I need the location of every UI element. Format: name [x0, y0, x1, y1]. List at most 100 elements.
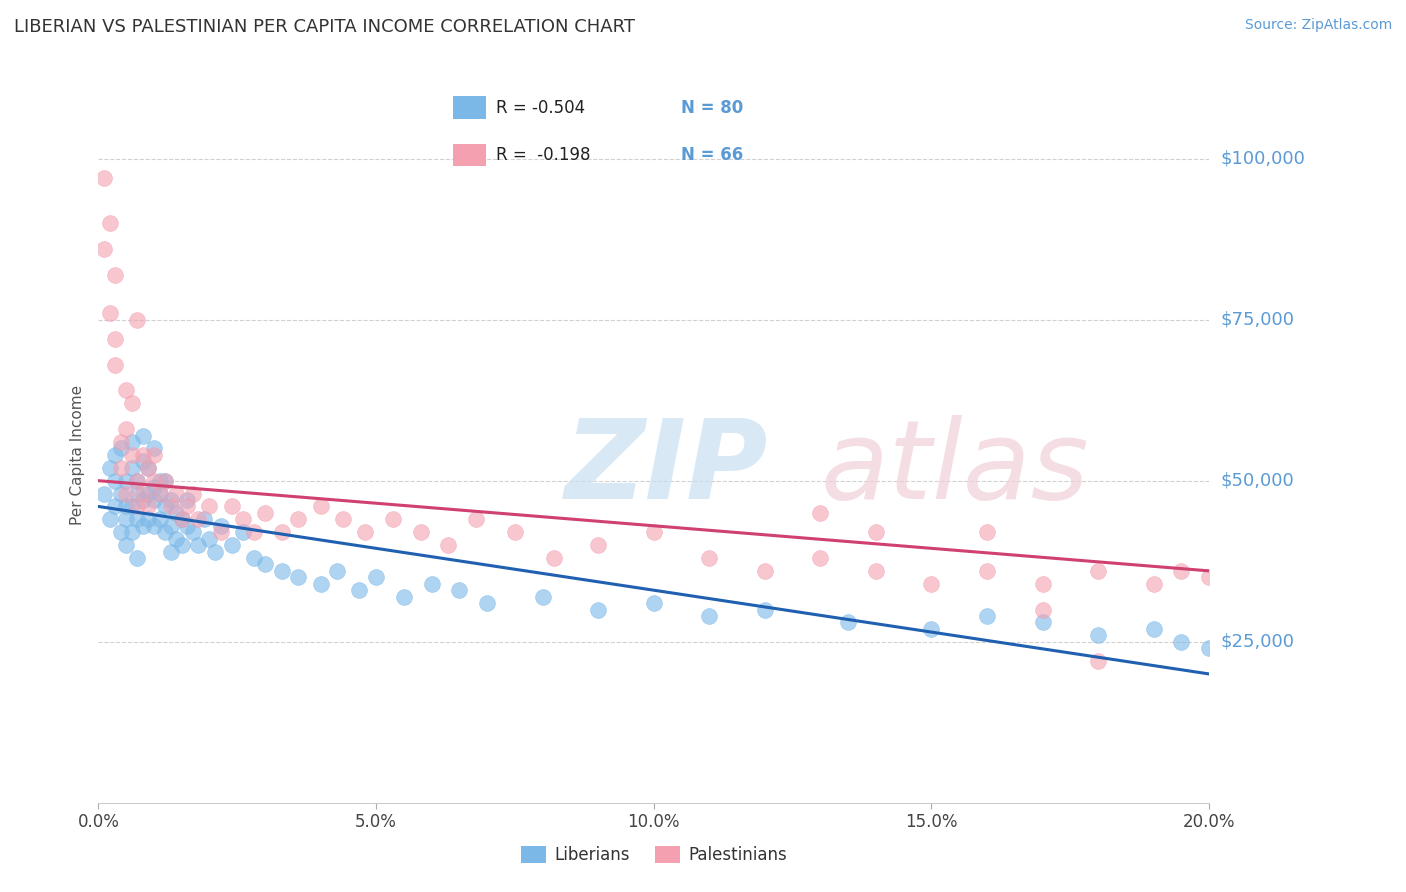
Point	[121, 435, 143, 450]
Point	[159, 544, 181, 558]
Point	[392, 590, 415, 604]
Point	[865, 525, 887, 540]
Point	[153, 500, 176, 514]
Point	[643, 596, 665, 610]
Point	[132, 448, 155, 462]
Point	[221, 500, 243, 514]
Point	[588, 602, 610, 616]
Point	[127, 486, 149, 500]
Point	[170, 512, 193, 526]
Point	[1143, 622, 1166, 636]
Bar	[453, 144, 486, 166]
Point	[138, 512, 160, 526]
Point	[1032, 615, 1054, 630]
Point	[127, 500, 149, 514]
Point	[543, 551, 565, 566]
Text: R =  -0.198: R = -0.198	[496, 145, 591, 164]
Point	[253, 558, 276, 572]
Point	[159, 518, 181, 533]
Point	[287, 570, 309, 584]
Text: R = -0.504: R = -0.504	[496, 99, 585, 117]
Point	[332, 512, 354, 526]
Point	[127, 512, 149, 526]
Point	[159, 500, 181, 514]
Point	[176, 493, 198, 508]
Point	[754, 602, 776, 616]
Point	[104, 268, 127, 282]
Point	[287, 512, 309, 526]
Point	[232, 512, 254, 526]
Point	[121, 448, 143, 462]
Text: $25,000: $25,000	[1220, 632, 1295, 651]
Point	[204, 544, 226, 558]
Point	[754, 564, 776, 578]
Point	[138, 500, 160, 514]
Y-axis label: Per Capita Income: Per Capita Income	[69, 384, 84, 525]
Bar	[453, 96, 486, 119]
Point	[243, 551, 266, 566]
Point	[148, 486, 170, 500]
Point	[127, 551, 149, 566]
Point	[93, 486, 115, 500]
Point	[143, 448, 166, 462]
Point	[121, 525, 143, 540]
Point	[232, 525, 254, 540]
Point	[221, 538, 243, 552]
Point	[115, 422, 138, 436]
Point	[176, 500, 198, 514]
Point	[588, 538, 610, 552]
Point	[98, 306, 121, 320]
Point	[1032, 602, 1054, 616]
Point	[976, 609, 998, 624]
Point	[127, 474, 149, 488]
Text: $50,000: $50,000	[1220, 472, 1294, 490]
Point	[98, 216, 121, 230]
Point	[243, 525, 266, 540]
Point	[270, 564, 292, 578]
Point	[104, 332, 127, 346]
Point	[198, 500, 221, 514]
Point	[148, 474, 170, 488]
Point	[104, 358, 127, 372]
Point	[132, 493, 155, 508]
Point	[209, 518, 232, 533]
Point	[381, 512, 404, 526]
Point	[104, 500, 127, 514]
Point	[1087, 654, 1109, 668]
Point	[159, 493, 181, 508]
Point	[138, 460, 160, 475]
Text: $100,000: $100,000	[1220, 150, 1305, 168]
Point	[153, 525, 176, 540]
Point	[531, 590, 554, 604]
Point	[465, 512, 488, 526]
Point	[309, 500, 332, 514]
Point	[209, 525, 232, 540]
Point	[976, 564, 998, 578]
Point	[153, 474, 176, 488]
Point	[354, 525, 377, 540]
Point	[165, 532, 187, 546]
Point	[1143, 576, 1166, 591]
Point	[1087, 564, 1109, 578]
Point	[920, 622, 942, 636]
Text: N = 66: N = 66	[681, 145, 742, 164]
Point	[110, 435, 132, 450]
Point	[409, 525, 432, 540]
Point	[366, 570, 388, 584]
Point	[449, 583, 471, 598]
Point	[110, 525, 132, 540]
Point	[104, 448, 127, 462]
Point	[143, 442, 166, 456]
Point	[865, 564, 887, 578]
Point	[1198, 641, 1220, 656]
Point	[1170, 634, 1192, 648]
Point	[643, 525, 665, 540]
Point	[148, 486, 170, 500]
Point	[1198, 570, 1220, 584]
Point	[170, 538, 193, 552]
Text: N = 80: N = 80	[681, 99, 742, 117]
Point	[138, 486, 160, 500]
Point	[148, 512, 170, 526]
Point	[132, 486, 155, 500]
Legend: Liberians, Palestinians: Liberians, Palestinians	[515, 839, 793, 871]
